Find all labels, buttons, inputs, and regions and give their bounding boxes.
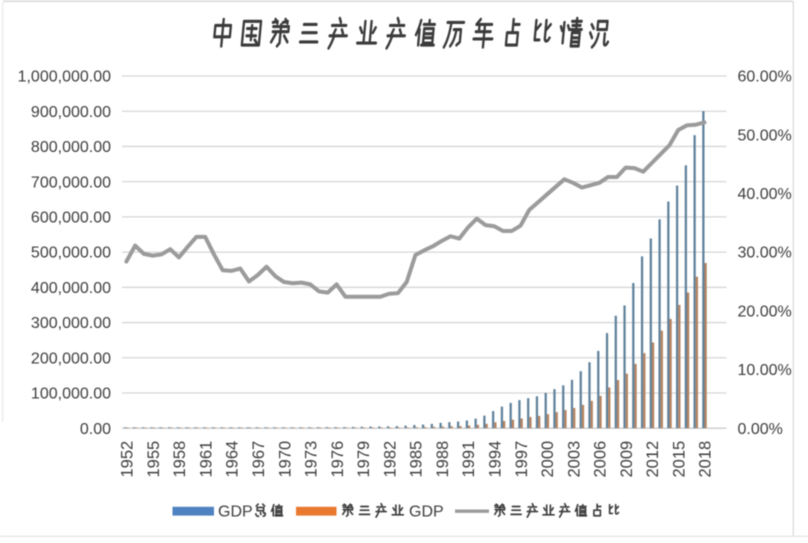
- svg-text:900,000.00: 900,000.00: [31, 104, 111, 121]
- svg-text:800,000.00: 800,000.00: [31, 139, 111, 156]
- svg-text:GDP: GDP: [218, 504, 253, 521]
- svg-text:500,000.00: 500,000.00: [31, 245, 111, 262]
- svg-text:1961: 1961: [197, 441, 215, 478]
- svg-text:1988: 1988: [434, 441, 452, 478]
- svg-text:0.00: 0.00: [80, 421, 111, 438]
- svg-text:700,000.00: 700,000.00: [31, 174, 111, 191]
- svg-text:2006: 2006: [592, 441, 610, 478]
- svg-text:1982: 1982: [381, 441, 399, 478]
- svg-text:30.00%: 30.00%: [738, 245, 792, 262]
- svg-text:300,000.00: 300,000.00: [31, 315, 111, 332]
- svg-text:600,000.00: 600,000.00: [31, 209, 111, 226]
- svg-text:1955: 1955: [145, 441, 163, 478]
- svg-text:20.00%: 20.00%: [738, 303, 792, 320]
- svg-text:1,000,000.00: 1,000,000.00: [18, 69, 112, 86]
- svg-text:100,000.00: 100,000.00: [31, 386, 111, 403]
- svg-text:1970: 1970: [276, 441, 294, 478]
- svg-text:400,000.00: 400,000.00: [31, 280, 111, 297]
- svg-text:1994: 1994: [486, 441, 504, 478]
- svg-text:2018: 2018: [697, 441, 715, 478]
- svg-text:1979: 1979: [355, 441, 373, 478]
- svg-text:2015: 2015: [670, 441, 688, 478]
- svg-text:40.00%: 40.00%: [738, 186, 792, 203]
- svg-text:GDP: GDP: [409, 504, 444, 521]
- svg-text:1985: 1985: [408, 441, 426, 478]
- svg-text:0.00%: 0.00%: [738, 421, 783, 438]
- svg-text:1964: 1964: [224, 441, 242, 478]
- svg-text:200,000.00: 200,000.00: [31, 350, 111, 367]
- svg-text:2009: 2009: [618, 441, 636, 478]
- svg-text:1997: 1997: [513, 441, 531, 478]
- svg-text:1958: 1958: [171, 441, 189, 478]
- svg-text:1952: 1952: [119, 441, 137, 478]
- svg-text:2000: 2000: [539, 441, 557, 478]
- svg-text:50.00%: 50.00%: [738, 127, 792, 144]
- svg-text:1976: 1976: [329, 441, 347, 478]
- svg-text:10.00%: 10.00%: [738, 362, 792, 379]
- svg-text:2003: 2003: [565, 441, 583, 478]
- svg-text:1973: 1973: [303, 441, 321, 478]
- svg-text:60.00%: 60.00%: [738, 69, 792, 86]
- svg-text:1991: 1991: [460, 441, 478, 478]
- svg-text:1967: 1967: [250, 441, 268, 478]
- svg-text:2012: 2012: [644, 441, 662, 478]
